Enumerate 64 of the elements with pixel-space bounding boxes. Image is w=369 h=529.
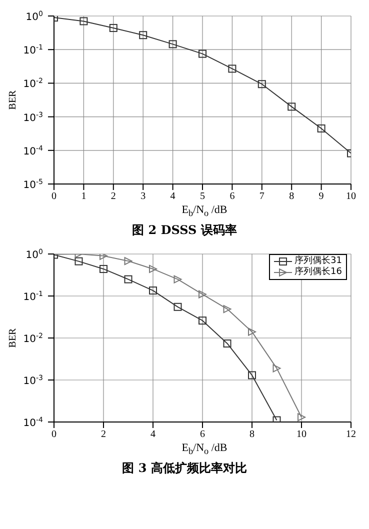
point [248, 328, 256, 336]
point [317, 124, 326, 132]
y-axis-title: BER [8, 328, 19, 348]
y-tick-label: 10$^{-4}$ [23, 144, 44, 158]
y-tick-label: 10$^{0}$ [26, 248, 43, 262]
x-tick-label: 0 [52, 191, 56, 202]
y-axis-title: BER [8, 90, 19, 110]
point [139, 31, 148, 40]
x-tick-label: 2 [101, 429, 106, 440]
x-axis-title: E$_{b}$/N$_{o}$ /dB [180, 442, 228, 458]
x-tick-label: 5 [200, 191, 205, 202]
point [74, 257, 83, 266]
point [149, 286, 157, 295]
y-tick-label: 10$^{-1}$ [23, 290, 43, 304]
x-tick-label: 6 [230, 191, 235, 202]
y-tick-label: 10$^{-2}$ [23, 77, 43, 90]
point [272, 416, 281, 422]
x-tick-label: 2 [110, 191, 116, 202]
x-tick-label: 10 [296, 429, 306, 440]
point [272, 364, 281, 372]
y-tick-label: 10$^{-4}$ [23, 416, 44, 430]
y-tick-label: 10$^{0}$ [26, 10, 43, 23]
x-tick-label: 10 [346, 191, 356, 202]
point [168, 40, 177, 48]
y-tick-label: 10$^{-5}$ [23, 178, 43, 191]
point [80, 17, 88, 26]
point [198, 316, 206, 325]
legend-label: 序列偶长16 [294, 267, 342, 278]
point [109, 24, 118, 32]
y-tick-label: 10$^{-3}$ [23, 374, 43, 388]
x-tick-label: 8 [289, 191, 294, 202]
point [198, 290, 206, 298]
x-tick-label: 4 [170, 191, 176, 202]
point [298, 413, 306, 422]
point [124, 257, 132, 266]
point [258, 80, 266, 88]
point [149, 265, 157, 274]
point [198, 50, 206, 58]
text: 图 3 高低扩频比率对比 [121, 461, 248, 476]
point [174, 303, 182, 312]
x-tick-label: 3 [140, 191, 146, 202]
y-tick-label: 10$^{-3}$ [23, 110, 43, 124]
x-tick-label: 1 [81, 191, 86, 202]
x-tick-label: 12 [346, 429, 356, 440]
x-tick-label: 8 [250, 429, 254, 440]
x-tick-label: 6 [200, 429, 205, 440]
point [174, 275, 182, 284]
point [100, 265, 108, 274]
x-axis-title: E$_{b}$/N$_{o}$ /dB [180, 204, 228, 220]
y-tick-label: 10$^{-2}$ [23, 332, 43, 346]
point [288, 102, 296, 111]
point [100, 254, 108, 260]
point [228, 64, 236, 73]
point [248, 371, 256, 380]
x-tick-label: 4 [150, 429, 156, 440]
x-tick-label: 7 [259, 191, 264, 202]
point [223, 305, 232, 314]
x-tick-label: 0 [52, 429, 56, 440]
text: 图 2 DSSS 误码率 [131, 223, 238, 238]
legend-label: 序列偶长31 [294, 256, 342, 266]
y-tick-label: 10$^{-1}$ [23, 44, 43, 57]
x-tick-label: 9 [318, 191, 324, 202]
point [124, 275, 132, 284]
point [223, 340, 232, 348]
